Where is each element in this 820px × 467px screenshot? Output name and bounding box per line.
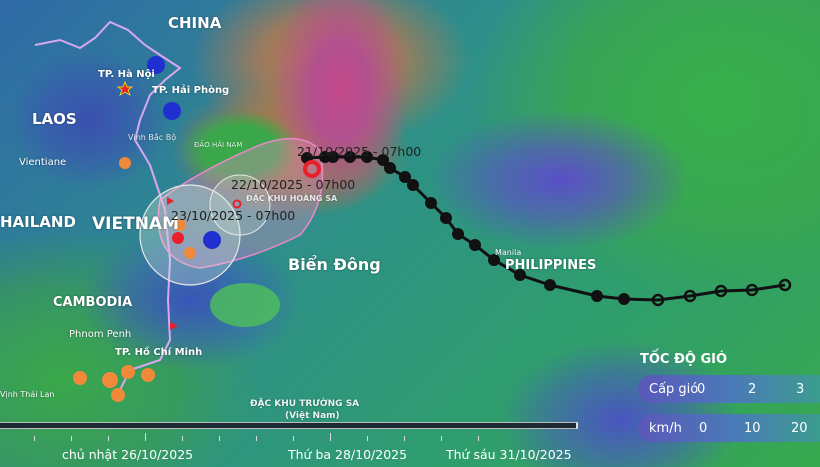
rain-drop-icon bbox=[73, 157, 196, 402]
legend-value: 2 bbox=[748, 381, 757, 397]
island-radar-patch bbox=[210, 283, 280, 327]
storm-track-point[interactable] bbox=[452, 228, 464, 240]
label-gulf-tonkin: Vịnh Bắc Bộ bbox=[128, 133, 177, 142]
storm-track-point[interactable] bbox=[714, 284, 728, 298]
label-manila: Manila bbox=[495, 248, 522, 257]
label-truong-sa: ĐẶC KHU TRƯỜNG SA bbox=[250, 399, 360, 409]
label-vientiane: Vientiane bbox=[19, 157, 67, 168]
storm-track-point[interactable] bbox=[745, 283, 759, 297]
storm-track-point[interactable] bbox=[778, 278, 792, 292]
label-gulf-thailand: Vịnh Thái Lan bbox=[0, 390, 55, 399]
storm-track-point[interactable] bbox=[591, 290, 603, 302]
label-truong-sa-country: (Việt Nam) bbox=[285, 411, 340, 421]
storm-track-point[interactable] bbox=[425, 197, 437, 209]
storm-track-point[interactable] bbox=[469, 239, 481, 251]
storm-track-point[interactable] bbox=[683, 289, 697, 303]
timeline-tick bbox=[71, 436, 72, 441]
legend-row-label: km/h bbox=[649, 420, 682, 436]
timeline-date-2[interactable]: Thứ ba 28/10/2025 bbox=[288, 447, 408, 462]
legend-row-kmh: km/h 0 10 20 bbox=[638, 414, 820, 442]
wind-speed-legend: TỐC ĐỘ GIÓ Cấp gió 0 2 3 km/h 0 10 20 bbox=[638, 352, 820, 453]
timeline-tick bbox=[404, 436, 405, 441]
legend-value: 0 bbox=[697, 381, 706, 397]
capital-star-icon bbox=[116, 81, 134, 96]
storm-track-point[interactable] bbox=[651, 293, 665, 307]
label-hoang-sa: ĐẶC KHU HOÀNG SA bbox=[246, 194, 338, 203]
legend-row-beaufort: Cấp gió 0 2 3 bbox=[638, 375, 820, 403]
legend-title: TỐC ĐỘ GIÓ bbox=[640, 352, 728, 367]
timeline-tick bbox=[441, 436, 442, 441]
storm-track-point[interactable] bbox=[407, 179, 419, 191]
storm-track-line bbox=[306, 155, 786, 302]
storm-track-point[interactable] bbox=[514, 269, 526, 281]
storm-track-point[interactable] bbox=[327, 151, 339, 163]
legend-value: 10 bbox=[744, 420, 761, 436]
track-label-21-10: 21/10/2025 - 07h00 bbox=[297, 144, 422, 159]
wind-warning-flag-icon bbox=[147, 56, 221, 249]
track-label-22-10: 22/10/2025 - 07h00 bbox=[231, 177, 356, 192]
storm-forecast-point bbox=[232, 199, 242, 209]
storm-track-point[interactable] bbox=[361, 151, 373, 163]
label-philippines: PHILIPPINES bbox=[505, 258, 597, 273]
red-flag-icon bbox=[167, 197, 178, 330]
timeline-tick bbox=[145, 433, 146, 441]
label-haiphong: TP. Hải Phòng bbox=[152, 85, 230, 96]
timeline-tick bbox=[108, 436, 109, 441]
timeline-tick bbox=[330, 433, 331, 441]
label-phnom-penh: Phnom Penh bbox=[69, 329, 132, 340]
timeline-date-1[interactable]: chủ nhật 26/10/2025 bbox=[62, 447, 194, 462]
label-vietnam: VIETNAM bbox=[92, 214, 179, 234]
timeline-tick bbox=[256, 436, 257, 441]
storm-track-point[interactable] bbox=[440, 212, 452, 224]
timeline-tick bbox=[182, 436, 183, 441]
storm-track-point[interactable] bbox=[344, 151, 356, 163]
timeline-tick bbox=[367, 436, 368, 441]
timeline-tick bbox=[293, 436, 294, 441]
timeline-slider[interactable] bbox=[0, 422, 578, 429]
low-pressure-icon bbox=[172, 232, 184, 244]
vietnam-border bbox=[34, 20, 182, 391]
legend-row-label: Cấp gió bbox=[649, 381, 699, 397]
label-hanoi: TP. Hà Nội bbox=[98, 69, 155, 80]
storm-track-point[interactable] bbox=[618, 293, 630, 305]
timeline-tick bbox=[478, 436, 479, 441]
timeline-tick bbox=[34, 436, 35, 441]
storm-track-point[interactable] bbox=[384, 162, 396, 174]
storm-track-point[interactable] bbox=[544, 279, 556, 291]
legend-value: 20 bbox=[791, 420, 808, 436]
label-hcmc: TP. Hồ Chí Minh bbox=[115, 347, 203, 358]
storm-track-point[interactable] bbox=[488, 254, 500, 266]
storm-current-position bbox=[303, 160, 321, 178]
label-cambodia: CAMBODIA bbox=[53, 295, 133, 310]
timeline-date-3[interactable]: Thứ sáu 31/10/2025 bbox=[446, 447, 572, 462]
timeline-tick bbox=[219, 436, 220, 441]
label-china: CHINA bbox=[168, 14, 222, 32]
label-bien-dong: Biển Đông bbox=[288, 255, 381, 274]
legend-value: 0 bbox=[699, 420, 708, 436]
storm-track-point[interactable] bbox=[377, 154, 389, 166]
label-laos: LAOS bbox=[32, 110, 77, 128]
storm-track-point[interactable] bbox=[399, 171, 411, 183]
legend-value: 3 bbox=[796, 381, 805, 397]
label-hainan: ĐẢO HẢI NAM bbox=[194, 141, 243, 149]
label-thailand: HAILAND bbox=[0, 213, 76, 231]
track-label-23-10: 23/10/2025 - 07h00 bbox=[171, 208, 296, 223]
